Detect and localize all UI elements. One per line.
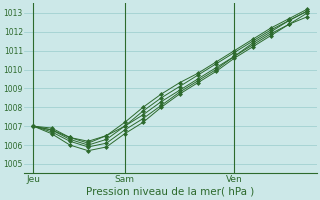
X-axis label: Pression niveau de la mer( hPa ): Pression niveau de la mer( hPa ) — [86, 187, 254, 197]
